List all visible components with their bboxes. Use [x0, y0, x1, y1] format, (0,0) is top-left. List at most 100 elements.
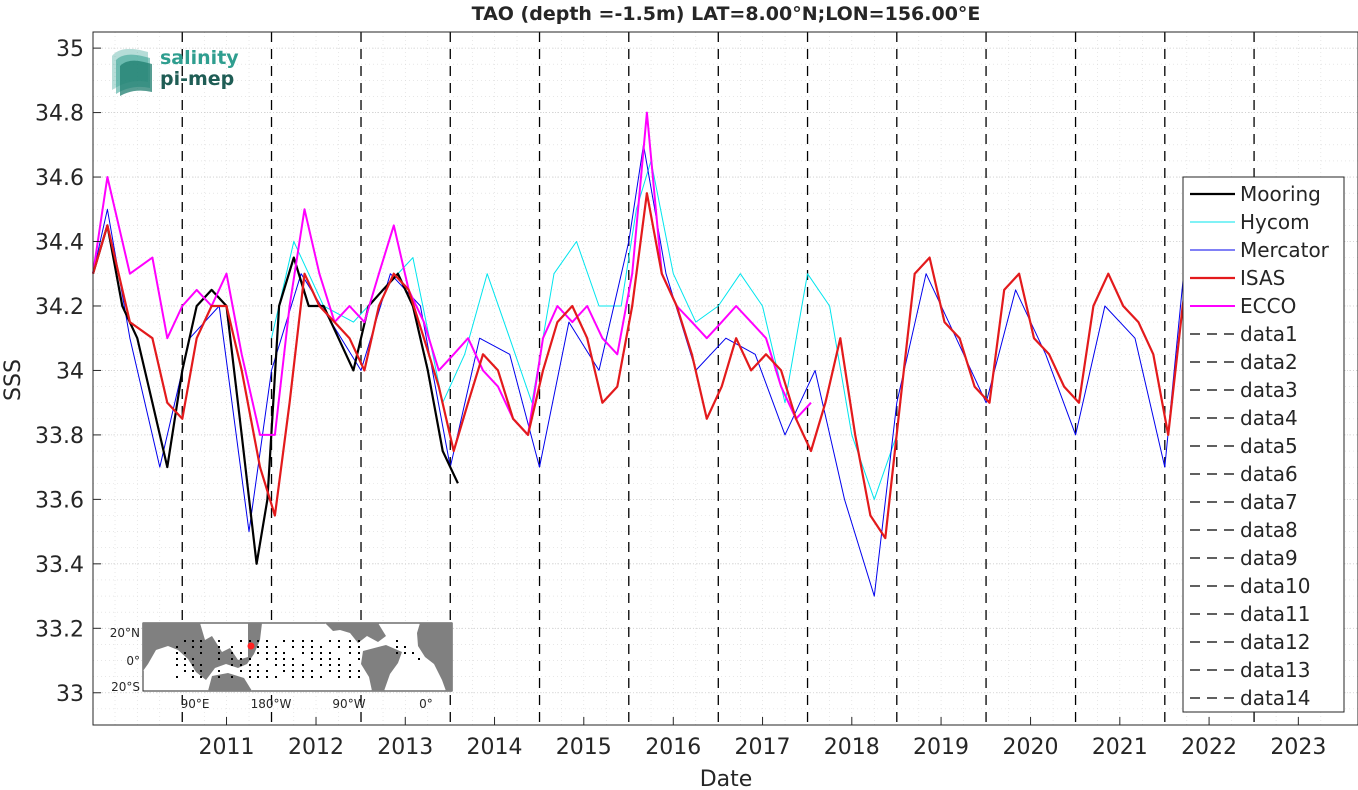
- x-tick-label: 2015: [556, 735, 612, 760]
- inset-station-marker: [184, 652, 186, 654]
- legend-label: data10: [1240, 574, 1311, 598]
- inset-station-marker: [275, 658, 277, 660]
- inset-station-marker: [231, 652, 233, 654]
- x-tick-label: 2022: [1181, 735, 1237, 760]
- inset-station-marker: [358, 670, 360, 672]
- y-tick-label: 33.2: [35, 617, 84, 642]
- legend-label: data3: [1240, 378, 1298, 402]
- y-tick-label: 33.6: [35, 488, 84, 513]
- inset-station-marker: [218, 646, 220, 648]
- inset-station-marker: [349, 670, 351, 672]
- x-tick-label: 2021: [1092, 735, 1148, 760]
- y-tick-label: 35: [56, 37, 84, 62]
- legend-label: data9: [1240, 546, 1298, 570]
- inset-station-marker: [358, 640, 360, 642]
- chart-title: TAO (depth =-1.5m) LAT=8.00°N;LON=156.00…: [472, 3, 981, 25]
- inset-station-marker: [240, 640, 242, 642]
- inset-station-marker: [192, 658, 194, 660]
- inset-station-marker: [218, 652, 220, 654]
- inset-station-marker: [266, 670, 268, 672]
- inset-station-marker: [311, 640, 313, 642]
- inset-station-marker: [302, 676, 304, 678]
- inset-station-marker: [257, 652, 259, 654]
- inset-station-marker: [218, 676, 220, 678]
- inset-station-marker: [292, 640, 294, 642]
- inset-station-marker: [266, 676, 268, 678]
- inset-station-marker: [283, 664, 285, 666]
- inset-station-marker: [311, 646, 313, 648]
- inset-station-marker: [184, 664, 186, 666]
- y-tick-label: 34: [56, 359, 84, 384]
- x-axis: 2011 2012 2013 2014 2015 2016 2017 2018 2019 2020…: [199, 717, 1326, 760]
- inset-station-marker: [184, 640, 186, 642]
- inset-station-marker: [240, 658, 242, 660]
- x-tick-label: 2018: [824, 735, 880, 760]
- inset-station-marker: [292, 676, 294, 678]
- inset-ylabel-0: 0°: [126, 654, 140, 668]
- inset-station-marker: [283, 652, 285, 654]
- inset-station-marker: [266, 652, 268, 654]
- inset-station-marker: [329, 640, 331, 642]
- inset-station-marker: [176, 676, 178, 678]
- x-tick-label: 2020: [1003, 735, 1059, 760]
- inset-xlabel-90e: 90°E: [181, 697, 210, 711]
- inset-ylabel-20s: 20°S: [111, 680, 140, 694]
- y-axis: 33 33.2 33.4 33.6 33.8 34 34.2 34.4 34.6 34.8 35: [35, 37, 101, 707]
- inset-station-marker: [320, 646, 322, 648]
- legend-label: data2: [1240, 350, 1298, 374]
- inset-station-marker: [249, 670, 251, 672]
- inset-station-marker: [412, 652, 414, 654]
- inset-station-marker: [302, 652, 304, 654]
- inset-station-marker: [257, 664, 259, 666]
- inset-station-marker: [320, 652, 322, 654]
- inset-station-marker: [311, 670, 313, 672]
- legend-label: data7: [1240, 490, 1298, 514]
- inset-station-marker: [396, 652, 398, 654]
- inset-station-marker: [275, 676, 277, 678]
- inset-xlabel-0: 0°: [419, 697, 433, 711]
- legend-label: data8: [1240, 518, 1298, 542]
- x-tick-label: 2013: [377, 735, 433, 760]
- inset-ylabel-20n: 20°N: [110, 626, 140, 640]
- y-tick-label: 34.4: [35, 231, 84, 256]
- x-tick-label: 2017: [735, 735, 791, 760]
- inset-station-marker: [218, 658, 220, 660]
- inset-station-marker: [292, 664, 294, 666]
- series-lines: [91, 111, 1269, 597]
- inset-station-marker: [266, 646, 268, 648]
- inset-station-marker: [302, 670, 304, 672]
- inset-selected-station: [247, 642, 255, 650]
- inset-map: 20°N 0° 20°S 90°E 180°W 90°W 0°: [110, 622, 453, 711]
- inset-station-marker: [249, 664, 251, 666]
- inset-station-marker: [275, 652, 277, 654]
- inset-station-marker: [349, 646, 351, 648]
- inset-station-marker: [192, 676, 194, 678]
- inset-station-marker: [176, 658, 178, 660]
- legend-label: Mercator: [1240, 238, 1330, 262]
- inset-station-marker: [349, 676, 351, 678]
- inset-station-marker: [283, 640, 285, 642]
- inset-station-marker: [240, 670, 242, 672]
- inset-station-marker: [266, 658, 268, 660]
- inset-station-marker: [338, 676, 340, 678]
- inset-station-marker: [418, 658, 420, 660]
- inset-station-marker: [231, 676, 233, 678]
- inset-station-marker: [176, 664, 178, 666]
- legend-label: Hycom: [1240, 210, 1310, 234]
- inset-xlabel-180w: 180°W: [251, 697, 292, 711]
- y-tick-label: 33.4: [35, 553, 84, 578]
- inset-station-marker: [404, 652, 406, 654]
- inset-station-marker: [358, 646, 360, 648]
- inset-station-marker: [349, 652, 351, 654]
- inset-land-west-africa: [417, 623, 452, 691]
- legend-box: [1182, 176, 1345, 713]
- inset-station-marker: [192, 670, 194, 672]
- x-axis-label: Date: [700, 767, 753, 790]
- inset-station-marker: [338, 670, 340, 672]
- inset-station-marker: [302, 640, 304, 642]
- legend-label: data12: [1240, 630, 1311, 654]
- inset-station-marker: [192, 640, 194, 642]
- inset-station-marker: [292, 646, 294, 648]
- inset-station-marker: [200, 652, 202, 654]
